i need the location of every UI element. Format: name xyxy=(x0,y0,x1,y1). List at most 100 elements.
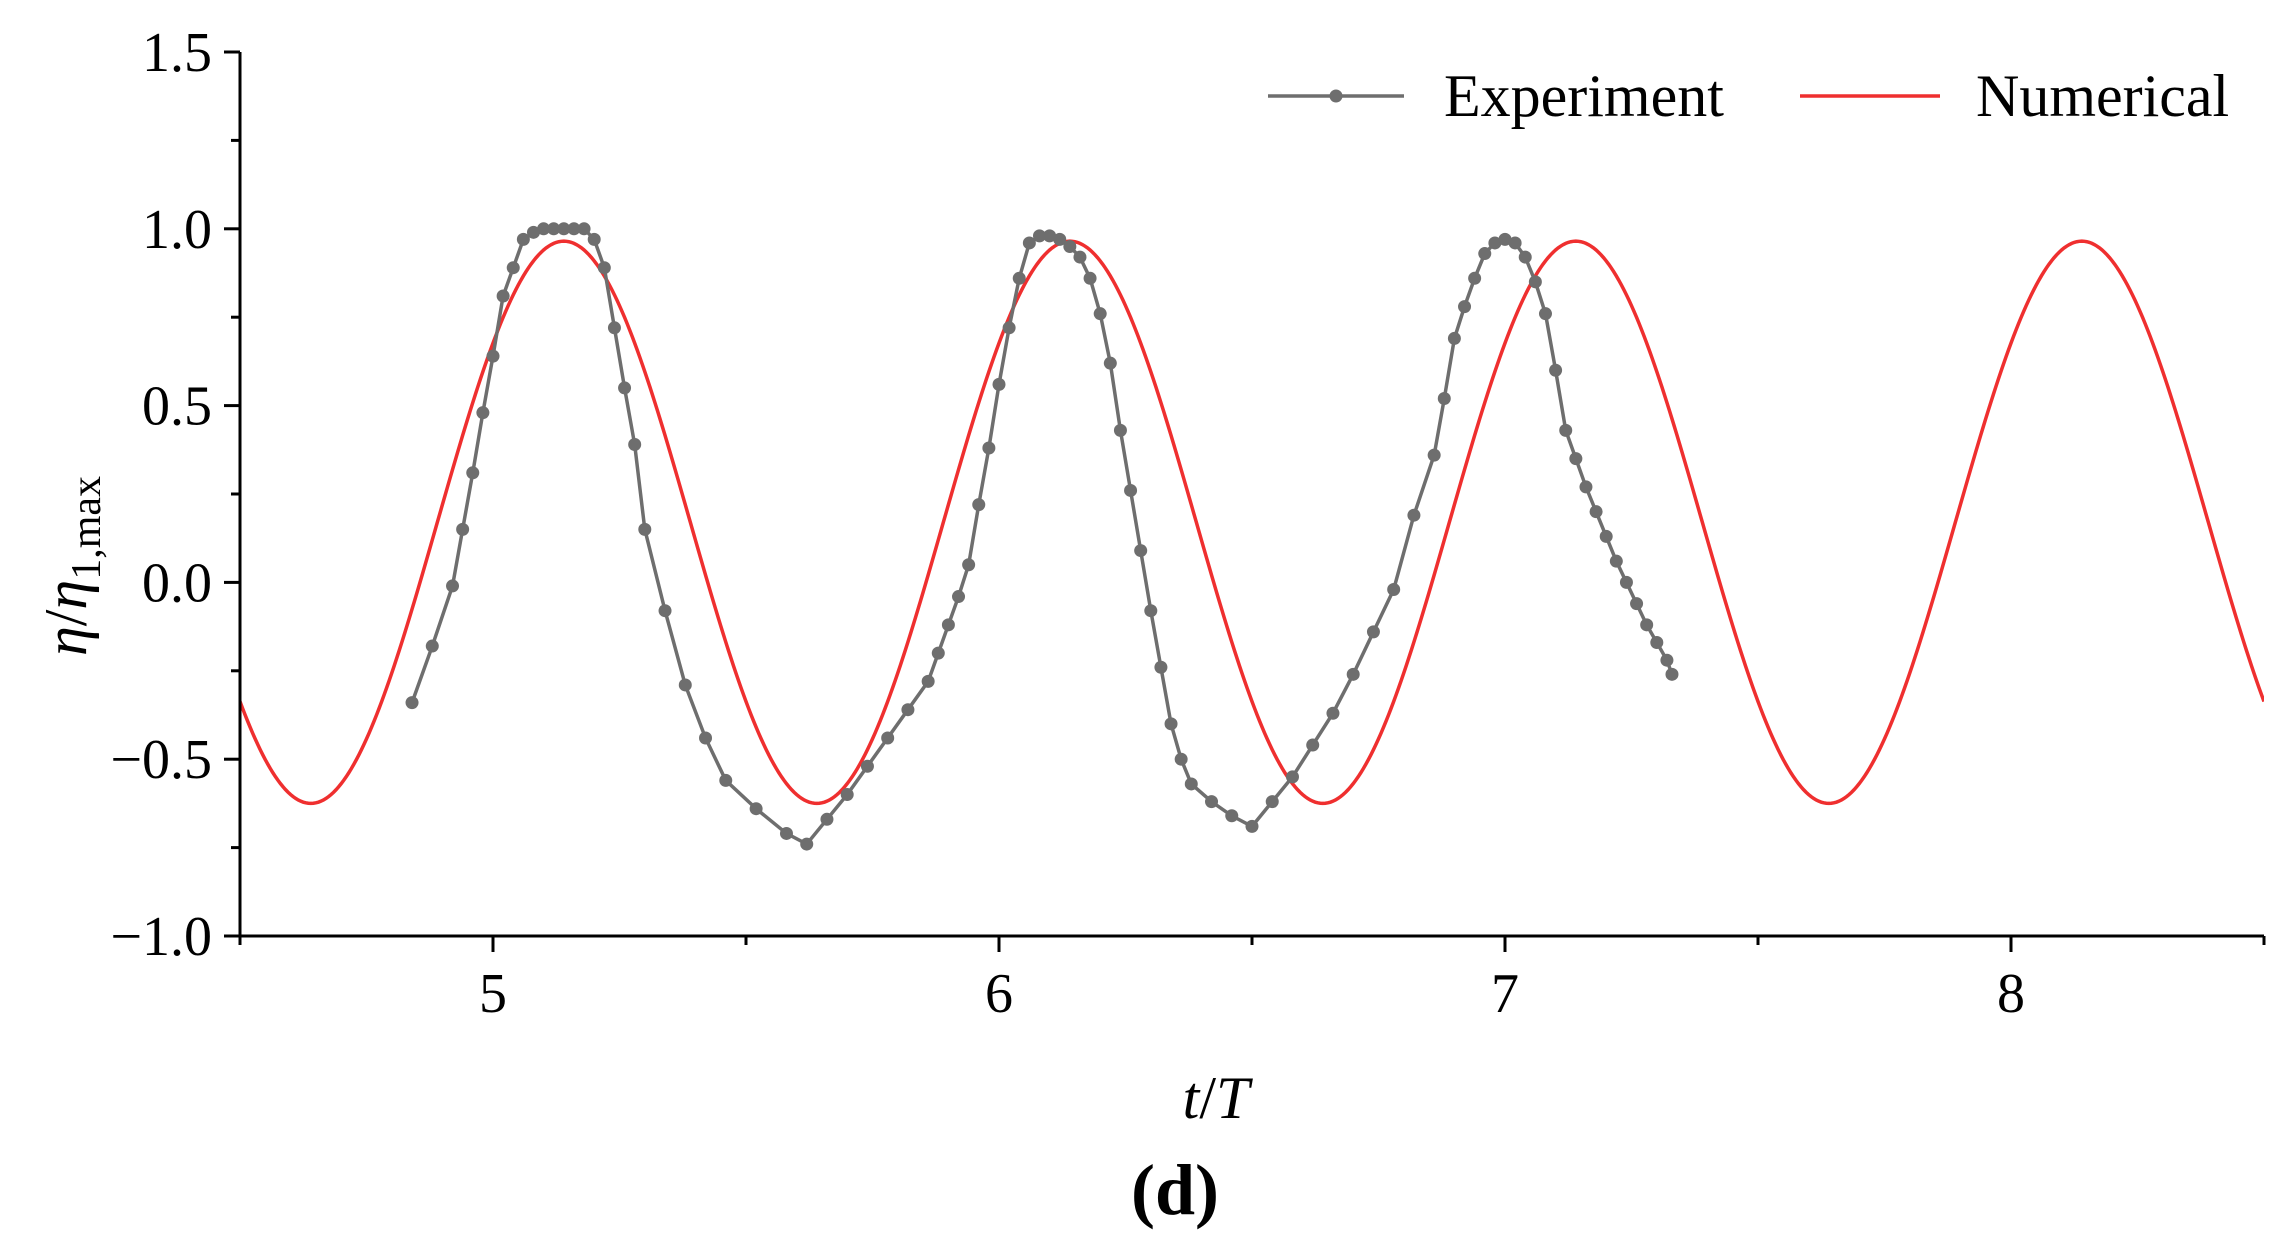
experiment-point xyxy=(496,289,510,303)
experiment-point xyxy=(840,788,854,802)
legend: Experiment Numerical xyxy=(1268,63,2229,129)
experiment-point xyxy=(1174,752,1188,766)
series-experiment-line xyxy=(410,227,1674,847)
experiment-point xyxy=(1665,667,1679,681)
experiment-point xyxy=(1427,448,1441,462)
series-layer xyxy=(240,222,2264,851)
experiment-point xyxy=(1518,250,1532,264)
experiment-point xyxy=(972,498,986,512)
experiment-point xyxy=(446,579,460,593)
experiment-point xyxy=(1488,236,1502,250)
panel-label: (d) xyxy=(1131,1150,1219,1230)
experiment-point xyxy=(1012,271,1026,285)
experiment-point xyxy=(537,222,551,236)
experiment-point xyxy=(1265,795,1279,809)
experiment-point xyxy=(506,261,520,275)
experiment-point xyxy=(1346,667,1360,681)
experiment-point xyxy=(1285,770,1299,784)
experiment-point xyxy=(1437,392,1451,406)
experiment-point xyxy=(719,773,733,787)
legend-item-experiment: Experiment xyxy=(1268,63,1724,129)
series-numerical-line xyxy=(240,239,2264,806)
experiment-point xyxy=(1043,229,1057,243)
y-tick-label: 1.5 xyxy=(142,22,212,84)
experiment-point xyxy=(1407,508,1421,522)
experiment-point xyxy=(941,618,955,632)
experiment-point xyxy=(597,261,611,275)
y-axis-title: η/η1,max xyxy=(33,476,110,656)
experiment-point xyxy=(749,802,763,816)
experiment-point xyxy=(1650,636,1664,650)
experiment-point xyxy=(425,639,439,653)
y-tick-label: 0.0 xyxy=(142,552,212,614)
experiment-point xyxy=(1619,575,1633,589)
experiment-point xyxy=(1063,239,1077,253)
experiment-point xyxy=(1589,505,1603,519)
y-tick-label: 1.0 xyxy=(142,199,212,261)
experiment-point xyxy=(1579,480,1593,494)
experiment-point xyxy=(1458,300,1472,314)
experiment-point xyxy=(466,466,480,480)
experiment-point xyxy=(1609,554,1623,568)
experiment-point xyxy=(1022,236,1036,250)
experiment-point xyxy=(1326,706,1340,720)
experiment-point xyxy=(1478,247,1492,261)
experiment-point xyxy=(1053,232,1067,246)
experiment-point xyxy=(577,222,591,236)
experiment-point xyxy=(992,377,1006,391)
experiment-point xyxy=(1559,423,1573,437)
y-tick-label: 0.5 xyxy=(142,376,212,438)
experiment-point xyxy=(678,678,692,692)
experiment-point xyxy=(1245,819,1259,833)
legend-label-experiment: Experiment xyxy=(1444,63,1724,129)
experiment-point xyxy=(587,232,601,246)
y-tick-label: −0.5 xyxy=(110,729,212,791)
experiment-point xyxy=(1498,232,1512,246)
experiment-point xyxy=(1366,625,1380,639)
experiment-point xyxy=(628,437,642,451)
experiment-point xyxy=(547,222,561,236)
experiment-point xyxy=(607,321,621,335)
experiment-point xyxy=(1306,738,1320,752)
x-tick-label: 8 xyxy=(1997,963,2025,1025)
experiment-point xyxy=(779,826,793,840)
experiment-point xyxy=(1508,236,1522,250)
experiment-point xyxy=(1124,483,1138,497)
experiment-point xyxy=(699,731,713,745)
experiment-point xyxy=(658,604,672,618)
y-tick-label: −1.0 xyxy=(110,906,212,968)
experiment-point xyxy=(1144,604,1158,618)
experiment-point xyxy=(1184,777,1198,791)
experiment-point xyxy=(526,225,540,239)
experiment-point xyxy=(1002,321,1016,335)
experiment-point xyxy=(1599,529,1613,543)
experiment-point xyxy=(1538,307,1552,321)
experiment-point xyxy=(1387,582,1401,596)
experiment-point xyxy=(820,812,834,826)
experiment-point xyxy=(1225,809,1239,823)
experiment-point xyxy=(800,837,814,851)
experiment-point xyxy=(1093,307,1107,321)
experiment-point xyxy=(952,590,966,604)
experiment-point xyxy=(901,703,915,717)
experiment-point xyxy=(476,406,490,420)
experiment-point xyxy=(1113,423,1127,437)
experiment-point xyxy=(1549,363,1563,377)
legend-marker-experiment xyxy=(1329,89,1343,103)
legend-item-numerical: Numerical xyxy=(1800,63,2229,129)
experiment-point xyxy=(1569,452,1583,466)
experiment-point xyxy=(405,696,419,710)
experiment-point xyxy=(638,522,652,536)
experiment-point xyxy=(1468,271,1482,285)
experiment-point xyxy=(921,674,935,688)
x-tick-label: 6 xyxy=(985,963,1013,1025)
x-tick-label: 7 xyxy=(1491,963,1519,1025)
experiment-point xyxy=(486,349,500,363)
experiment-point xyxy=(567,222,581,236)
experiment-point xyxy=(860,759,874,773)
experiment-point xyxy=(931,646,945,660)
x-axis-title: t/T xyxy=(1183,1065,1253,1131)
x-tick-label: 5 xyxy=(479,963,507,1025)
legend-label-numerical: Numerical xyxy=(1976,63,2229,129)
experiment-point xyxy=(1660,653,1674,667)
